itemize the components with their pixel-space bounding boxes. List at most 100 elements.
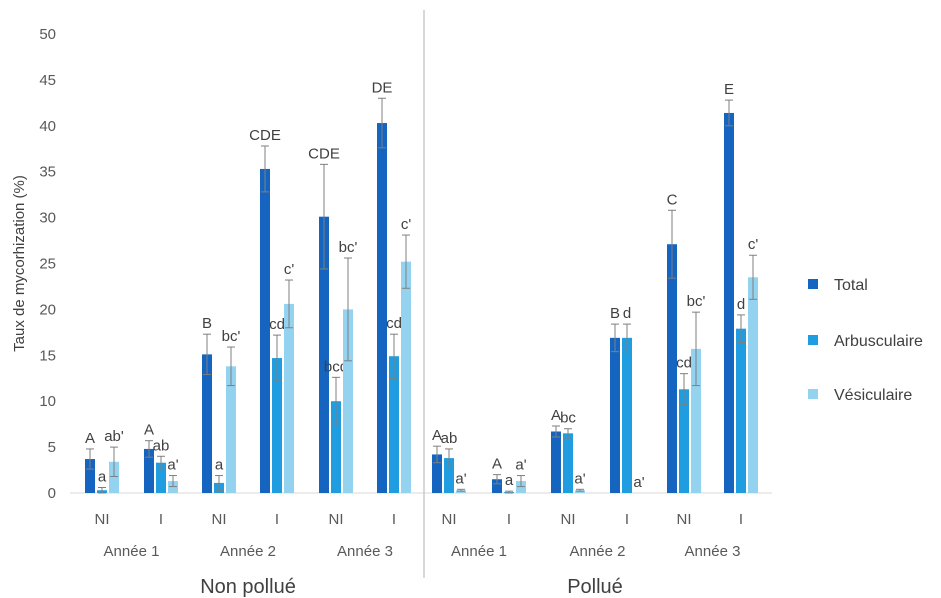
bar-0-10 (667, 244, 677, 493)
x-category-label: NI (95, 511, 110, 528)
bar-1-10 (679, 389, 689, 493)
bar-2-4 (343, 309, 353, 493)
x-category-label: I (625, 511, 629, 528)
bar-1-1 (156, 462, 166, 493)
significance-label: A (432, 427, 442, 444)
x-year-label: Année 2 (570, 543, 626, 560)
significance-label: c' (748, 236, 759, 253)
bar-1-4 (331, 401, 341, 493)
x-year-label: Année 1 (451, 543, 507, 560)
legend-swatch (808, 389, 818, 399)
significance-label: d (737, 296, 745, 313)
bar-0-1 (144, 448, 154, 493)
significance-label: B (610, 305, 620, 322)
y-axis-title: Taux de mycorhization (%) (11, 175, 28, 352)
x-category-label: I (507, 511, 511, 528)
x-year-label: Année 3 (337, 543, 393, 560)
bar-0-2 (202, 354, 212, 493)
significance-label: A (85, 430, 95, 447)
bar-2-2 (226, 366, 236, 493)
y-tick-label: 35 (39, 164, 56, 181)
bar-2-10 (691, 348, 701, 493)
x-category-label: I (275, 511, 279, 528)
significance-label: CDE (249, 127, 281, 144)
x-year-label: Année 1 (104, 543, 160, 560)
significance-label: ab (153, 437, 170, 454)
significance-label: bcd (324, 358, 348, 375)
legend-label: Vésiculaire (834, 387, 912, 404)
x-year-label: Année 2 (220, 543, 276, 560)
bar-2-3 (284, 303, 294, 493)
bar-1-5 (389, 356, 399, 493)
y-tick-label: 15 (39, 347, 56, 364)
bar-2-0 (109, 461, 119, 493)
bar-1-9 (622, 337, 632, 493)
significance-label: ab' (104, 428, 124, 445)
y-tick-label: 0 (48, 485, 56, 502)
bar-0-7 (492, 479, 502, 493)
bar-2-5 (401, 261, 411, 493)
y-tick-label: 50 (39, 26, 56, 43)
y-tick-label: 5 (48, 439, 56, 456)
significance-label: c' (401, 216, 412, 233)
significance-label: bc' (222, 328, 241, 345)
significance-label: bc' (687, 293, 706, 310)
y-tick-label: 20 (39, 301, 56, 318)
significance-label: DE (372, 79, 393, 96)
legend-label: Arbusculaire (834, 333, 923, 350)
significance-label: a' (167, 457, 178, 474)
bar-0-5 (377, 123, 387, 494)
significance-label: bc (560, 410, 576, 427)
significance-label: A (551, 407, 561, 424)
significance-label: CDE (308, 145, 340, 162)
y-tick-label: 45 (39, 72, 56, 89)
bar-1-6 (444, 458, 454, 493)
bar-0-6 (432, 454, 442, 493)
x-category-label: I (159, 511, 163, 528)
significance-label: cd (386, 315, 402, 332)
significance-label: d (623, 305, 631, 322)
bar-0-9 (610, 337, 620, 493)
x-category-label: I (739, 511, 743, 528)
significance-label: A (492, 456, 502, 473)
bar-1-11 (736, 328, 746, 493)
x-category-label: NI (442, 511, 457, 528)
bar-0-4 (319, 216, 329, 493)
legend-swatch (808, 335, 818, 345)
x-category-label: NI (212, 511, 227, 528)
significance-label: a' (515, 457, 526, 474)
significance-label: E (724, 81, 734, 98)
significance-label: B (202, 315, 212, 332)
x-category-label: NI (329, 511, 344, 528)
bar-0-0 (85, 459, 95, 493)
significance-label: A (144, 422, 154, 439)
significance-label: ab (441, 430, 458, 447)
significance-label: a (215, 457, 224, 474)
significance-label: cd (676, 355, 692, 372)
significance-label: a (505, 472, 514, 489)
significance-label: c' (284, 261, 295, 278)
bar-0-11 (724, 112, 734, 493)
x-category-label: I (392, 511, 396, 528)
significance-label: cd (269, 316, 285, 333)
y-tick-label: 30 (39, 210, 56, 227)
bar-0-8 (551, 431, 561, 493)
x-group-label: Non pollué (200, 576, 296, 598)
bar-0-3 (260, 168, 270, 494)
significance-label: a' (455, 470, 466, 487)
x-year-label: Année 3 (685, 543, 741, 560)
significance-label: a' (633, 474, 644, 491)
y-tick-label: 40 (39, 118, 56, 135)
bar-1-3 (272, 358, 282, 493)
significance-label: a' (574, 470, 585, 487)
legend-label: Total (834, 277, 868, 294)
significance-label: bc' (339, 239, 358, 256)
y-tick-label: 10 (39, 393, 56, 410)
significance-label: a (98, 468, 107, 485)
y-tick-label: 25 (39, 256, 56, 273)
bar-2-11 (748, 277, 758, 493)
x-category-label: NI (677, 511, 692, 528)
x-category-label: NI (561, 511, 576, 528)
